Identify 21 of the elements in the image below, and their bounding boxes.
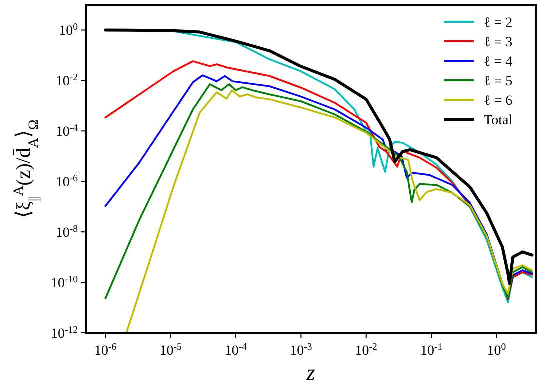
legend-label: ℓ = 3 — [484, 36, 513, 50]
x-axis-title: z — [306, 360, 316, 385]
x-tick-label: 10$^{-4}$ — [224, 342, 248, 359]
x-tick-label: 10$^{-1}$ — [420, 342, 443, 359]
y-tick-label: 10$^{-2}$ — [56, 72, 78, 90]
legend-label: Total — [484, 114, 513, 128]
x-tick-label: 10$^{-2}$ — [355, 342, 378, 359]
x-tick-label: 10$^{-6}$ — [94, 342, 117, 359]
legend-label: ℓ = 4 — [484, 55, 513, 70]
y-tick-label: 10$^{-4}$ — [56, 122, 78, 140]
y-tick-label: 10$^{-12}$ — [50, 324, 78, 342]
x-tick-label: 10$^{-3}$ — [290, 342, 312, 359]
legend-label: ℓ = 2 — [484, 16, 513, 31]
legend-label: ℓ = 5 — [484, 74, 513, 90]
x-tick-label: 10$^{-5}$ — [160, 342, 182, 359]
y-tick-label: 10$^{-6}$ — [56, 173, 78, 191]
legend-label: ℓ = 6 — [484, 94, 513, 109]
y-tick-label: 10$^{-8}$ — [56, 224, 78, 242]
y-tick-label: 10$^{-10}$ — [50, 274, 78, 292]
y-tick-label: 10$^{0}$ — [59, 22, 78, 40]
x-tick-label: 10$^{0}$ — [487, 342, 506, 359]
